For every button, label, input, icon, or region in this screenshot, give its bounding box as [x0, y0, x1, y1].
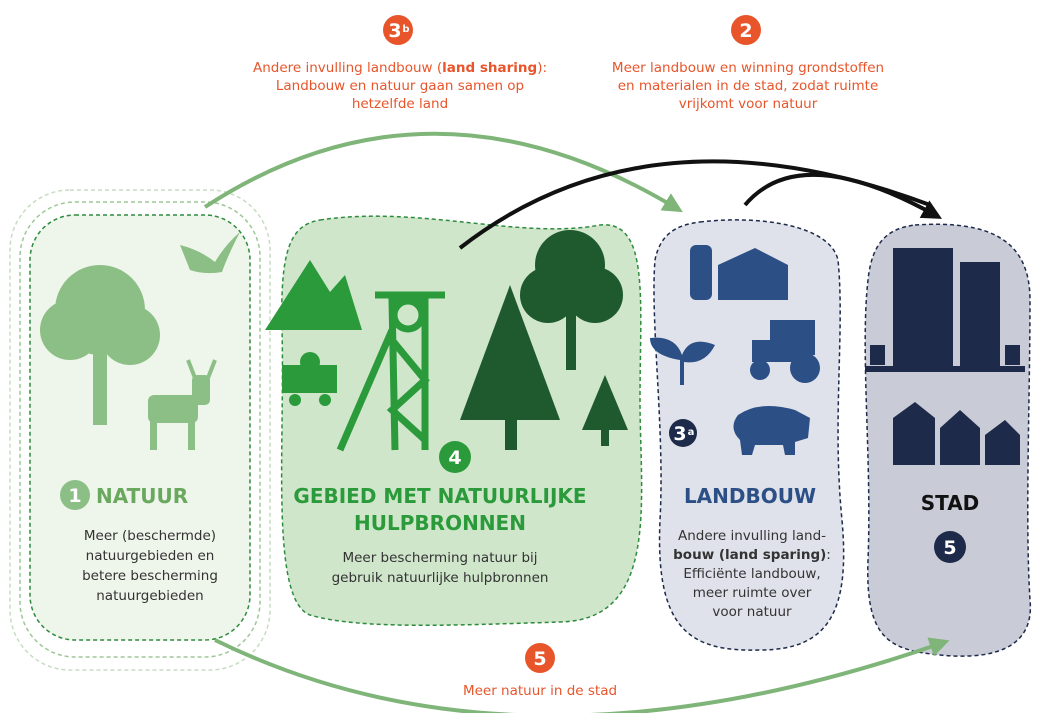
- badge: 4: [439, 441, 471, 473]
- text: :: [826, 547, 831, 563]
- zone-text: natuurgebieden: [96, 588, 203, 604]
- zone-text: Meer (beschermde): [84, 528, 216, 544]
- badge-number: 1: [68, 485, 81, 507]
- annotation-line: vrijkomt voor natuur: [679, 96, 818, 112]
- zone-text: bouw (land sparing):: [673, 547, 831, 563]
- badge-number: 5: [533, 648, 546, 670]
- diagram: 3 b Andere invulling landbouw (land shar…: [0, 0, 1043, 713]
- bold-text: bouw (land sparing): [673, 547, 826, 563]
- badge-number: 3: [673, 423, 686, 445]
- badge: 1: [60, 480, 90, 510]
- annotation-line: Landbouw en natuur gaan samen op: [276, 78, 524, 94]
- zone-title: LANDBOUW: [684, 484, 816, 508]
- text: Andere invulling landbouw (: [253, 60, 442, 76]
- badge-suffix: b: [402, 24, 409, 35]
- bold-text: land sharing: [442, 60, 537, 76]
- zone-title: NATUUR: [96, 484, 188, 508]
- zone-text: gebruik natuurlijke hulpbronnen: [332, 570, 549, 586]
- zone-text: Meer bescherming natuur bij: [342, 550, 537, 566]
- badge: 5: [525, 643, 555, 673]
- badge: 3 b: [383, 15, 413, 45]
- badge-number: 4: [448, 447, 461, 469]
- arrow-city-nature: [215, 640, 942, 713]
- annotation-line: Meer natuur in de stad: [463, 683, 617, 699]
- zone-text: Andere invulling land-: [678, 528, 826, 544]
- zone-title: HULPBRONNEN: [354, 511, 526, 535]
- annotation-line: hetzelfde land: [352, 96, 448, 112]
- badge-number: 5: [943, 537, 956, 559]
- annotation-line: Andere invulling landbouw (land sharing)…: [253, 60, 547, 76]
- badge-suffix: a: [688, 427, 695, 438]
- zone-text: meer ruimte over: [693, 585, 812, 601]
- text: ):: [537, 60, 547, 76]
- arrow-sharing: [205, 134, 676, 208]
- badge: 5: [934, 531, 966, 563]
- badge: 2: [731, 15, 761, 45]
- annotation-line: Meer landbouw en winning grondstoffen: [612, 60, 884, 76]
- zone-text: betere bescherming: [82, 568, 218, 584]
- zone-title: GEBIED MET NATUURLIJKE: [293, 484, 586, 508]
- badge-number: 3: [388, 20, 401, 42]
- badge-number: 2: [739, 20, 752, 42]
- annotation-line: en materialen in de stad, zodat ruimte: [618, 78, 879, 94]
- badge: 3 a: [669, 419, 697, 447]
- zone-text: voor natuur: [712, 604, 792, 620]
- zone-text: Efficiënte landbouw,: [683, 566, 820, 582]
- zone-title: STAD: [921, 491, 980, 515]
- zone-text: natuurgebieden en: [86, 548, 215, 564]
